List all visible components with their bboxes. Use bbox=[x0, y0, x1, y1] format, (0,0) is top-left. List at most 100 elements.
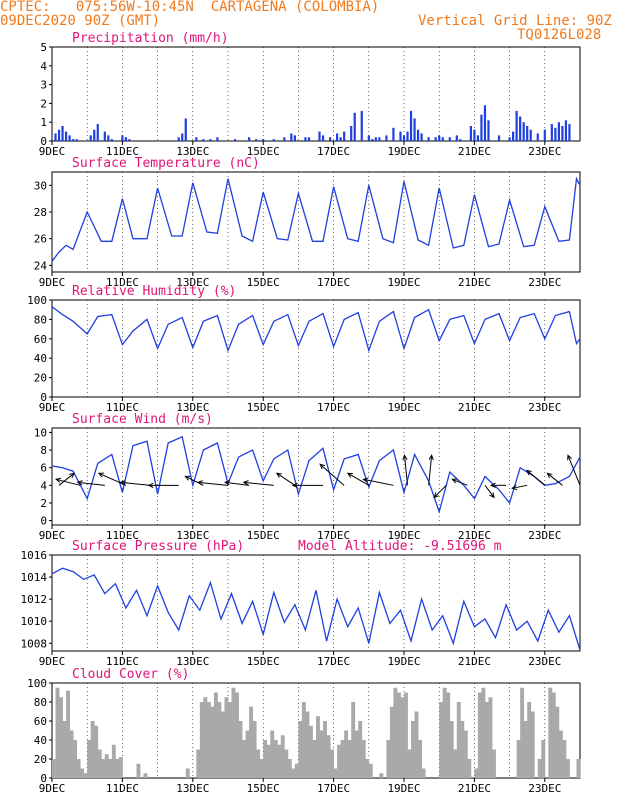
wind-vector bbox=[276, 472, 296, 486]
wind-vector bbox=[404, 455, 409, 486]
cloud-bar bbox=[361, 740, 366, 778]
precipitation-bar bbox=[96, 124, 99, 141]
precipitation-bar bbox=[93, 129, 96, 141]
wind-vector-head bbox=[223, 480, 231, 486]
cloud-bar bbox=[474, 768, 479, 778]
cloud-bar bbox=[66, 690, 70, 778]
precipitation-xtick-label: 11DEC bbox=[106, 145, 139, 158]
precipitation-bar bbox=[519, 116, 522, 141]
wind-xtick-label: 23DEC bbox=[528, 529, 561, 542]
cloud-bar bbox=[90, 721, 95, 778]
cloud-bar bbox=[76, 759, 81, 778]
wind-vector bbox=[58, 472, 75, 486]
precipitation-bar bbox=[57, 129, 61, 141]
wind-vector-head bbox=[489, 492, 495, 499]
precipitation-bar bbox=[248, 137, 251, 141]
cloud-bar bbox=[460, 721, 465, 778]
cloud-bar bbox=[298, 721, 303, 778]
wind-ytick-label: 6 bbox=[40, 462, 47, 475]
cloud-bar bbox=[439, 702, 444, 778]
cloud-bar bbox=[224, 697, 229, 778]
precipitation-bar bbox=[336, 133, 339, 141]
precipitation-bar bbox=[385, 135, 388, 141]
cloud-bar bbox=[481, 687, 486, 778]
precipitation-bar bbox=[75, 139, 78, 141]
cloud-bar bbox=[69, 730, 74, 778]
pressure-ytick-label: 1014 bbox=[21, 571, 48, 584]
header-date: 09DEC2020 90Z (GMT) bbox=[0, 13, 161, 29]
wind-vector-head bbox=[196, 480, 203, 486]
precipitation-bar bbox=[177, 137, 180, 141]
pressure-xtick-label: 23DEC bbox=[528, 655, 561, 668]
wind-ytick-label: 0 bbox=[40, 515, 47, 528]
wind-xtick-label: 11DEC bbox=[106, 529, 139, 542]
precipitation-bar bbox=[103, 131, 106, 141]
cloud-bar bbox=[396, 692, 401, 778]
wind-vector bbox=[363, 478, 394, 486]
precipitation-xtick-label: 13DEC bbox=[176, 145, 209, 158]
pressure-ytick-label: 1010 bbox=[21, 615, 48, 628]
cloud-bar bbox=[55, 687, 60, 778]
precipitation-bar bbox=[321, 135, 325, 141]
precipitation-bar bbox=[371, 139, 374, 141]
cloud-bar bbox=[62, 721, 67, 778]
cloud-bar bbox=[463, 730, 468, 778]
temperature-xtick-label: 13DEC bbox=[176, 276, 209, 289]
cloud-bar bbox=[565, 759, 570, 778]
cloud-bar bbox=[52, 759, 56, 778]
precipitation-bar bbox=[413, 118, 416, 141]
cloud-bar bbox=[344, 730, 349, 778]
cloud-bar bbox=[287, 759, 292, 778]
pressure-ytick-label: 1008 bbox=[21, 637, 48, 650]
cloud-bar bbox=[228, 702, 232, 778]
cloud-xtick-label: 21DEC bbox=[458, 782, 491, 795]
cloud-bar bbox=[136, 763, 141, 778]
precipitation-ytick-label: 5 bbox=[40, 41, 47, 54]
cloud-ytick-label: 0 bbox=[40, 772, 47, 785]
precipitation-bar bbox=[487, 120, 490, 141]
precipitation-bar bbox=[536, 133, 539, 141]
wind-vector bbox=[347, 472, 370, 486]
precipitation-bar bbox=[68, 135, 71, 141]
pressure-xtick-label: 19DEC bbox=[387, 655, 420, 668]
humidity-ytick-label: 40 bbox=[34, 352, 47, 365]
precipitation-bar bbox=[459, 139, 462, 141]
precipitation-bar bbox=[515, 110, 518, 141]
wind-vector-head bbox=[546, 472, 553, 479]
wind-ytick-label: 2 bbox=[40, 497, 47, 510]
cloud-bar bbox=[446, 692, 451, 778]
precipitation-bar bbox=[420, 133, 423, 141]
precipitation-xtick-label: 9DEC bbox=[39, 145, 66, 158]
precipitation-bar bbox=[473, 129, 476, 141]
cloud-bar bbox=[456, 702, 461, 778]
cloud-bar bbox=[354, 730, 359, 778]
cloud-ytick-label: 60 bbox=[34, 715, 47, 728]
precipitation-bar bbox=[360, 110, 363, 141]
cloud-bar bbox=[199, 702, 204, 778]
wind-xtick-label: 9DEC bbox=[39, 529, 66, 542]
precipitation-bar bbox=[483, 105, 487, 141]
cloud-bar bbox=[365, 759, 370, 778]
cloud-bar bbox=[326, 735, 331, 778]
humidity-line bbox=[51, 306, 581, 353]
precipitation-bar bbox=[427, 137, 430, 141]
wind-vector-head bbox=[291, 482, 298, 488]
cloud-bar bbox=[541, 740, 546, 778]
wind-vector-head bbox=[242, 480, 249, 486]
wind-xtick-label: 15DEC bbox=[247, 529, 280, 542]
precipitation-ytick-label: 2 bbox=[40, 97, 47, 110]
wind-xtick-label: 19DEC bbox=[387, 529, 420, 542]
cloud-bar bbox=[284, 749, 289, 778]
temperature-line bbox=[51, 176, 581, 262]
cloud-bar bbox=[266, 744, 271, 778]
cloud-bar bbox=[83, 773, 88, 778]
precipitation-bar bbox=[89, 135, 92, 141]
cloud-bar bbox=[104, 754, 109, 778]
precipitation-bar bbox=[107, 135, 110, 141]
precipitation-bar bbox=[110, 139, 113, 141]
precipitation-bar bbox=[61, 125, 64, 141]
precipitation-ytick-label: 3 bbox=[40, 79, 47, 92]
precipitation-bar bbox=[455, 135, 458, 141]
cloud-bar bbox=[379, 773, 384, 778]
